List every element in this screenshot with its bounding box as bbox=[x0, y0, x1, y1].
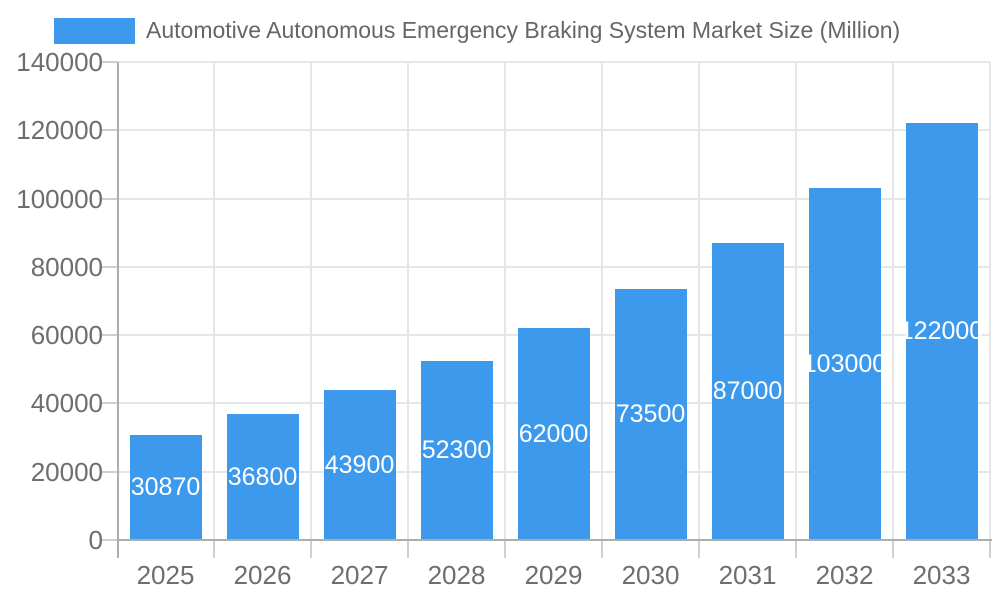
x-gridline bbox=[698, 62, 700, 540]
x-tick bbox=[213, 540, 215, 558]
y-axis-label: 100000 bbox=[16, 183, 103, 214]
bar-2030[interactable]: 73500 bbox=[614, 289, 687, 540]
bar-value-label: 87000 bbox=[712, 376, 783, 405]
y-tick bbox=[100, 129, 117, 132]
x-axis-label-2033: 2033 bbox=[912, 560, 971, 590]
x-axis-label-2032: 2032 bbox=[815, 560, 874, 590]
y-axis-label: 120000 bbox=[16, 115, 103, 146]
y-axis-label: 80000 bbox=[30, 251, 103, 282]
x-axis-line bbox=[117, 539, 992, 541]
x-axis-label-2025: 2025 bbox=[136, 560, 195, 590]
bar-value-label: 52300 bbox=[421, 436, 492, 465]
legend-label: Automotive Autonomous Emergency Braking … bbox=[146, 17, 901, 43]
legend-swatch bbox=[54, 17, 135, 44]
x-tick bbox=[698, 540, 700, 558]
x-axis-label-2029: 2029 bbox=[524, 560, 583, 590]
y-gridline bbox=[117, 61, 990, 63]
legend: Automotive Autonomous Emergency Braking … bbox=[54, 17, 900, 44]
x-tick bbox=[504, 540, 506, 558]
x-tick bbox=[989, 540, 991, 558]
y-gridline bbox=[117, 265, 990, 268]
bar-value-label: 43900 bbox=[324, 450, 395, 479]
bar-2026[interactable]: 36800 bbox=[226, 414, 299, 540]
x-gridline bbox=[601, 62, 603, 540]
bar-2032[interactable]: 103000 bbox=[803, 188, 886, 540]
bar-value-label: 73500 bbox=[615, 400, 686, 429]
y-tick bbox=[100, 334, 117, 337]
x-gridline bbox=[407, 62, 409, 540]
y-axis-label: 40000 bbox=[30, 388, 103, 419]
x-tick bbox=[601, 540, 603, 558]
x-gridline bbox=[504, 62, 506, 540]
bar-2027[interactable]: 43900 bbox=[323, 390, 396, 540]
y-gridline bbox=[117, 197, 990, 200]
bar-value-label: 30870 bbox=[130, 472, 201, 501]
y-tick bbox=[100, 61, 117, 63]
y-tick bbox=[100, 539, 117, 541]
x-gridline bbox=[989, 62, 991, 540]
bar-value-label: 103000 bbox=[802, 349, 887, 378]
x-gridline bbox=[310, 62, 312, 540]
bar-2029[interactable]: 62000 bbox=[517, 328, 590, 540]
y-axis-label: 20000 bbox=[30, 456, 103, 487]
x-axis-label-2026: 2026 bbox=[233, 560, 292, 590]
bar-value-label: 62000 bbox=[518, 419, 589, 448]
x-gridline bbox=[892, 62, 894, 540]
y-axis-line bbox=[117, 62, 119, 558]
x-tick bbox=[795, 540, 797, 558]
x-axis-label-2028: 2028 bbox=[427, 560, 486, 590]
x-tick bbox=[892, 540, 894, 558]
bar-2031[interactable]: 87000 bbox=[711, 242, 784, 540]
bar-value-label: 36800 bbox=[227, 462, 298, 491]
bar-value-label: 122000 bbox=[899, 317, 984, 346]
y-tick bbox=[100, 402, 117, 405]
y-tick bbox=[100, 265, 117, 268]
y-axis-label: 0 bbox=[88, 525, 103, 555]
bar-2033[interactable]: 122000 bbox=[900, 123, 983, 540]
x-axis-label-2027: 2027 bbox=[330, 560, 389, 590]
y-axis-label: 140000 bbox=[16, 47, 103, 77]
x-gridline bbox=[795, 62, 797, 540]
y-tick bbox=[100, 470, 117, 473]
y-gridline bbox=[117, 129, 990, 132]
bar-2025[interactable]: 30870 bbox=[129, 434, 202, 540]
y-axis-label: 60000 bbox=[30, 320, 103, 351]
x-tick bbox=[407, 540, 409, 558]
x-axis-label-2031: 2031 bbox=[718, 560, 777, 590]
y-tick bbox=[100, 197, 117, 200]
bar-2028[interactable]: 52300 bbox=[420, 361, 493, 540]
x-tick bbox=[310, 540, 312, 558]
x-gridline bbox=[213, 62, 215, 540]
x-axis-label-2030: 2030 bbox=[621, 560, 680, 590]
